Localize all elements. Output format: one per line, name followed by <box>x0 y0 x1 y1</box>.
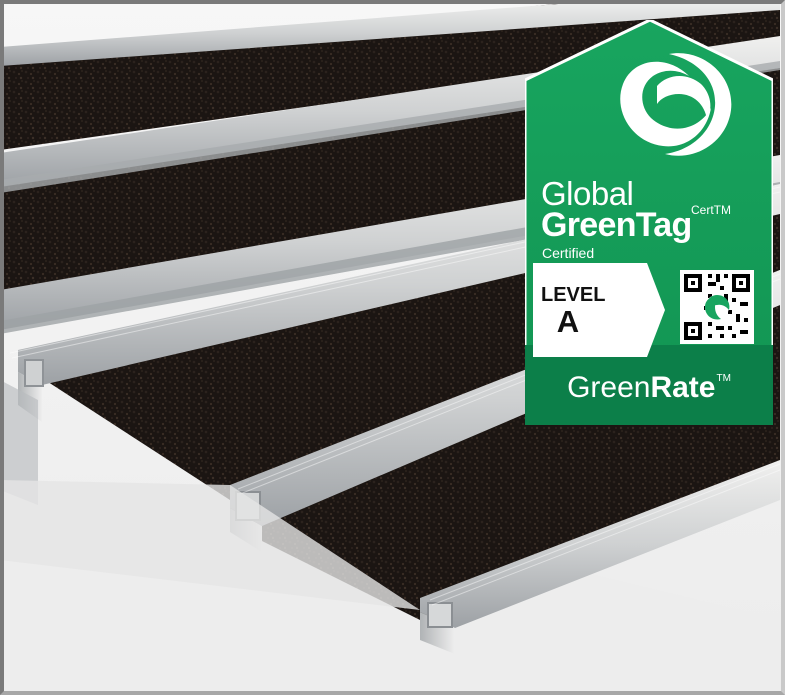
rail-4-profile-detail <box>24 359 44 387</box>
greentag-badge: Global GreenTag CertTM Certified LEVEL A… <box>525 20 773 425</box>
left-profile-shadow <box>0 380 38 505</box>
swirl-logo-icon <box>620 53 732 156</box>
carpet-strip-1 <box>0 0 780 150</box>
rail-6-profile-detail <box>427 602 453 628</box>
aluminum-rail-1 <box>0 0 780 66</box>
badge-shape <box>525 20 773 425</box>
front-floor-shadow <box>0 480 420 610</box>
aluminum-rail-6 <box>420 460 780 628</box>
badge-footer-band <box>525 345 773 425</box>
level-panel <box>533 263 665 357</box>
qr-code-icon <box>680 270 754 344</box>
